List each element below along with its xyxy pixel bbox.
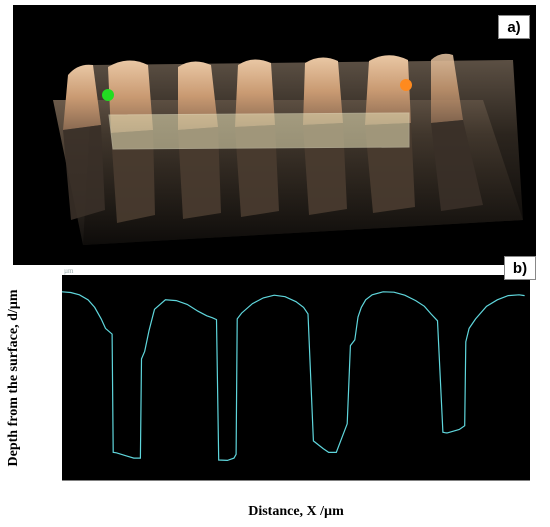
x-tick-label: 320 [402, 487, 419, 499]
x-tick-label: 360 [446, 487, 463, 499]
y-ticks: 10 20 30 40 50 [42, 284, 56, 452]
x-tick-label: 280 [358, 487, 375, 499]
y-tick-label: 20 [42, 399, 56, 414]
ridge-face [431, 120, 483, 211]
ridge [365, 55, 411, 125]
section-plane [108, 112, 410, 150]
x-tick-label: 200 [271, 487, 288, 499]
profile-end-marker [400, 79, 412, 91]
y-tick-label: 50 [42, 284, 56, 299]
x-tick-label: 160 [228, 487, 245, 499]
x-tick-label: 240 [315, 487, 332, 499]
x-tick-label: 0 [59, 487, 65, 499]
x-tick-label: 40 [100, 487, 112, 499]
ridge [178, 61, 218, 130]
ridge-face [178, 127, 221, 219]
y-tick-label: 30 [42, 361, 56, 376]
ridge [303, 57, 343, 125]
ridge [63, 64, 101, 130]
ridge [431, 53, 463, 124]
ridge-face [63, 125, 105, 220]
x-ticks: 0 40 80 120 160 200 240 280 320 360 400 [59, 481, 506, 499]
unit-mark: µm [64, 267, 74, 275]
surface-3d-render [53, 53, 523, 245]
ridge-face [111, 130, 155, 223]
panel-b-label: b) [504, 256, 536, 280]
depth-profile-chart: Depth from the surface, d/µm Distance, X… [6, 267, 530, 519]
profile-start-marker [102, 89, 114, 101]
depth-profile-line [61, 291, 525, 462]
y-tick-label: 40 [42, 322, 56, 337]
x-tick-label: 80 [144, 487, 156, 499]
surface-3d-image: a) [13, 5, 536, 265]
ridge [235, 59, 275, 127]
x-tick-label: 400 [489, 487, 506, 499]
y-axis-label: Depth from the surface, d/µm [6, 289, 21, 466]
y-tick-label: 10 [42, 437, 56, 452]
x-axis-label: Distance, X /µm [248, 504, 344, 519]
panel-a-label: a) [498, 15, 530, 39]
x-tick-label: 120 [184, 487, 201, 499]
plot-background [62, 275, 530, 481]
profile-chart-panel: Depth from the surface, d/µm Distance, X… [0, 256, 550, 522]
